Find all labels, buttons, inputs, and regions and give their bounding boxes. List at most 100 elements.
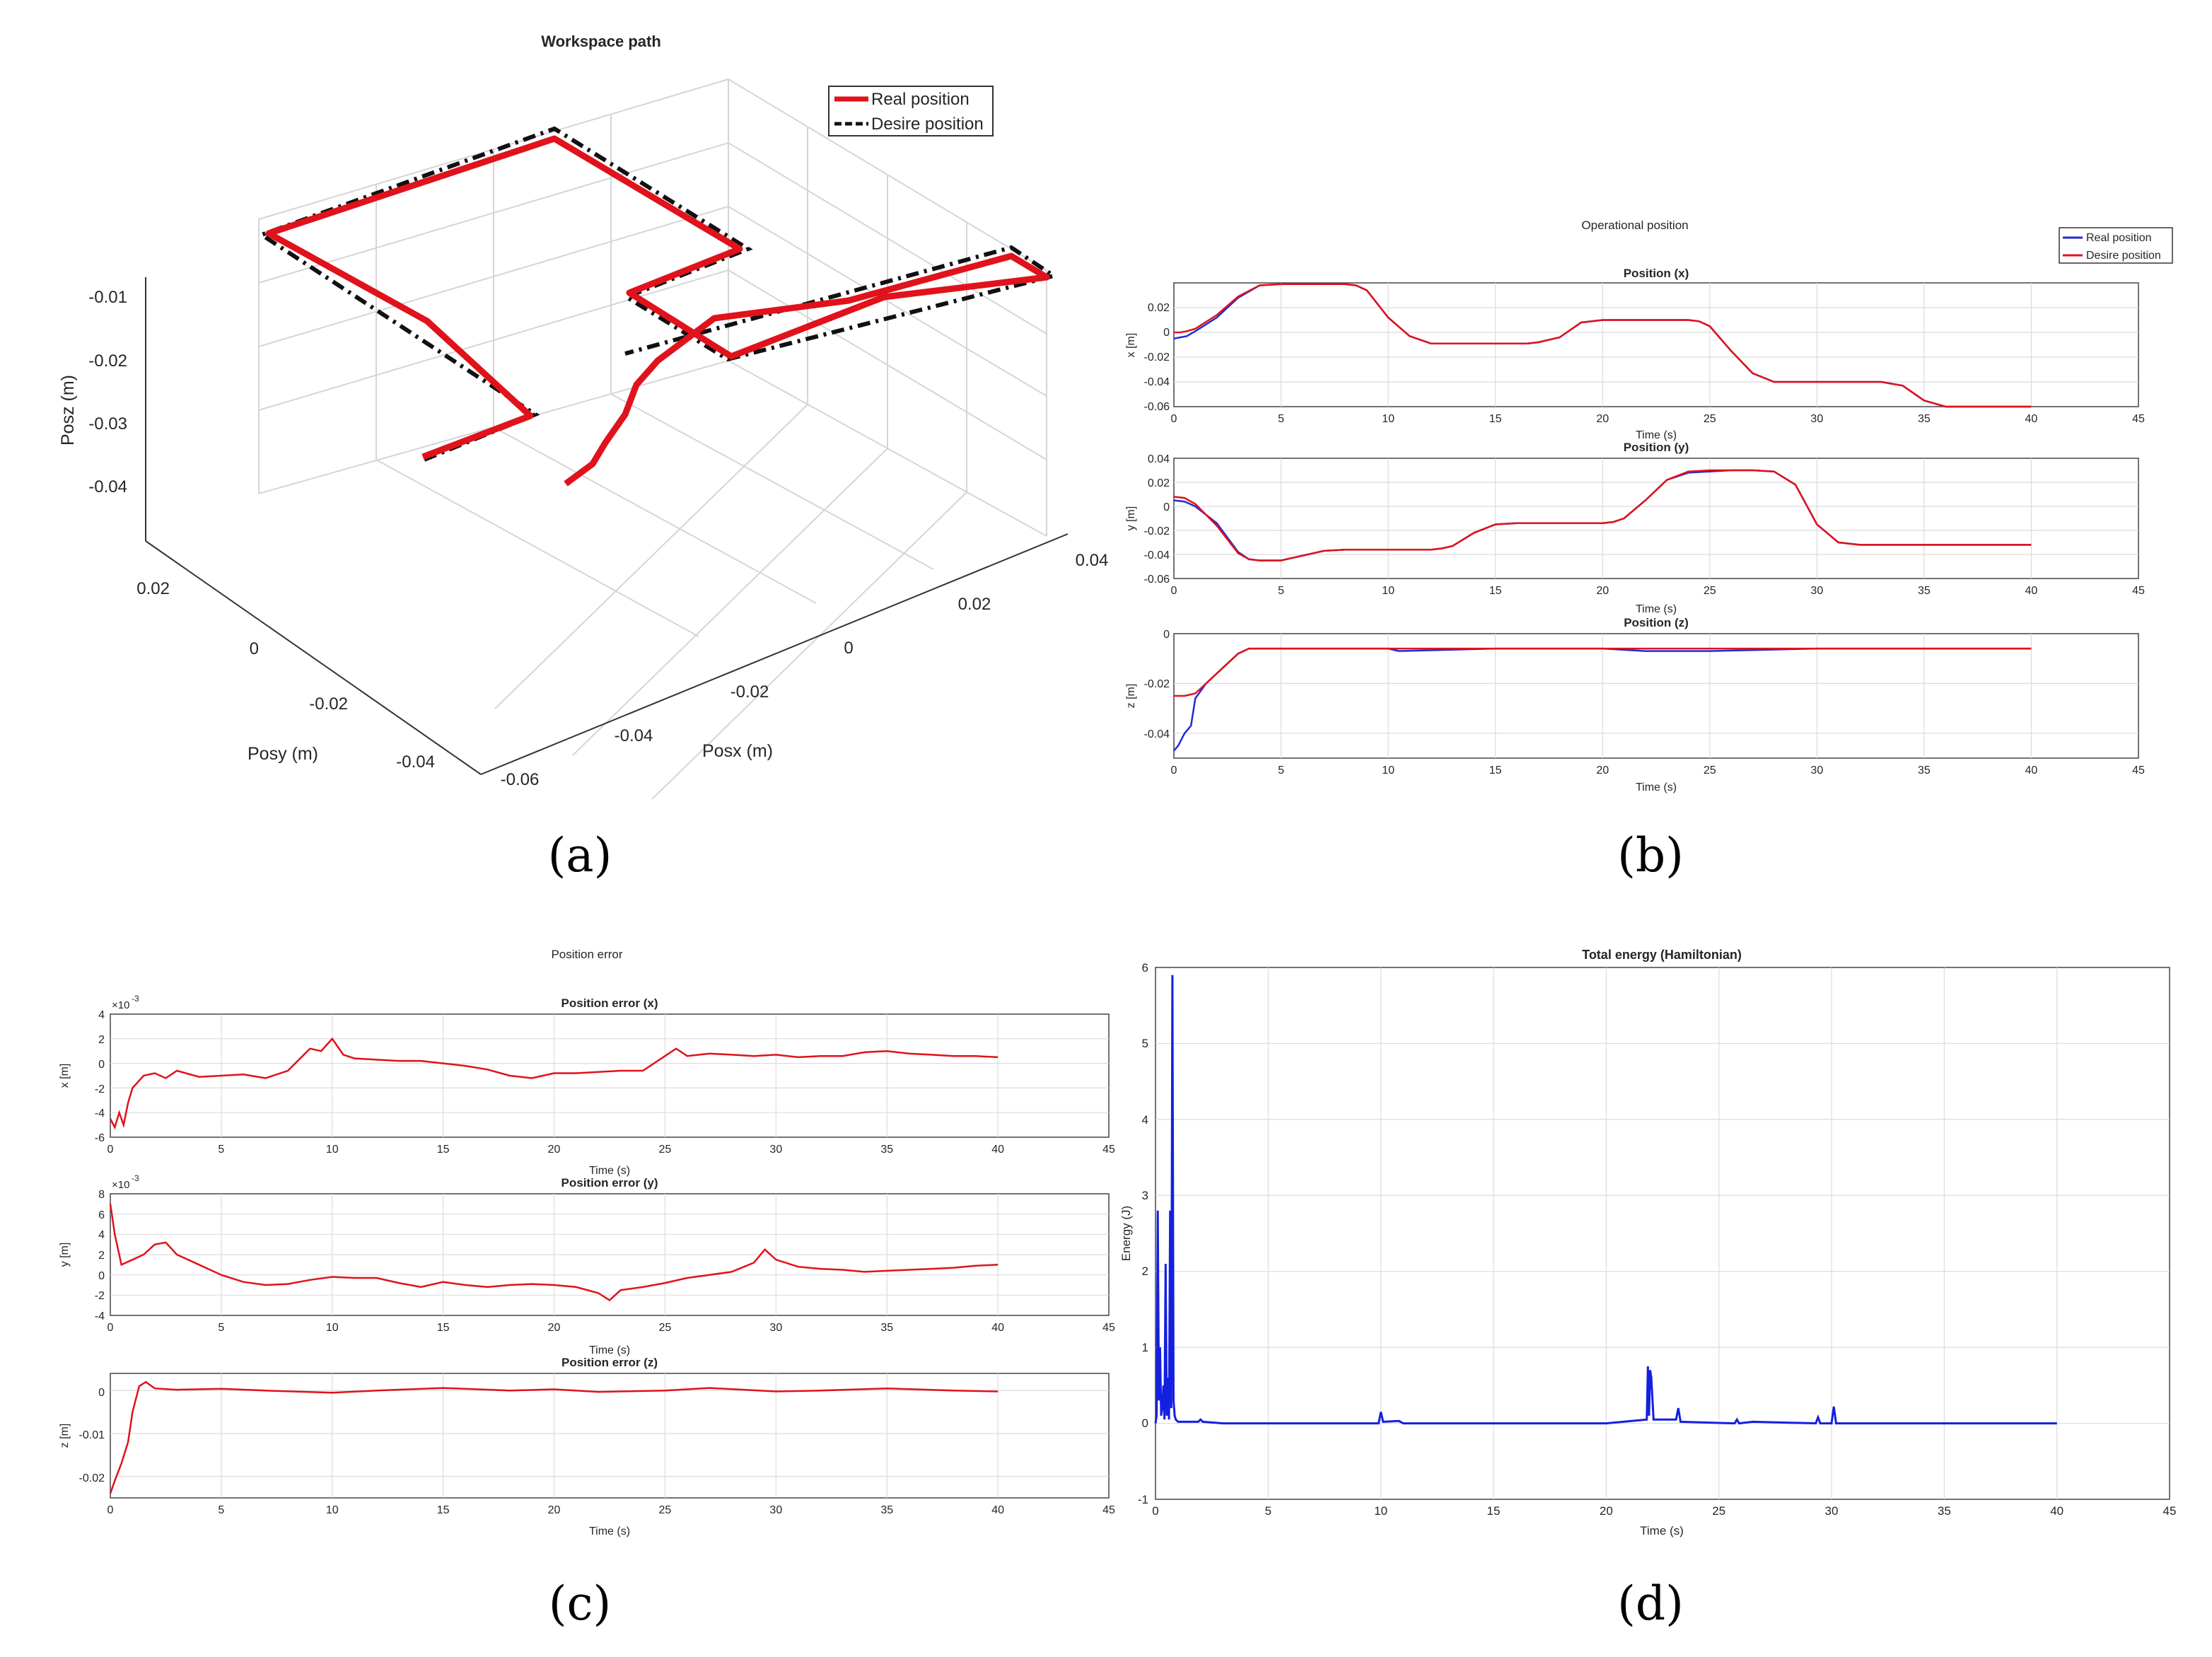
b-y-xtick: 45: [2132, 585, 2145, 597]
b-y-xtick: 40: [2025, 585, 2038, 597]
b-y-xticks: 0 5 10 15 20 25 30 35 40 45: [1171, 585, 2145, 597]
b-y-xtick: 0: [1171, 585, 1177, 597]
c-y-plot: Position error (y) ×10 -3 8 6 4 2 0 -2 -…: [59, 1173, 1115, 1356]
c-z-ylabel: z [m]: [59, 1424, 71, 1448]
d-xlabel: Time (s): [1640, 1524, 1684, 1537]
c-z-plot: Position error (z) 0 -0.01 -0.02 z [m] 0…: [59, 1356, 1115, 1537]
b-z-xtick: 10: [1382, 764, 1395, 777]
c-y-xtick: 10: [326, 1322, 339, 1334]
y-tick-0: 0.02: [136, 579, 170, 598]
panel-b-label: (b): [1617, 828, 1684, 883]
c-x-yticks: 4 2 0 -2 -4 -6: [95, 1009, 105, 1144]
x-tick-1: -0.04: [615, 726, 653, 745]
c-y-ytick: 2: [98, 1250, 105, 1262]
d-ytick: 6: [1142, 961, 1148, 975]
c-x-ytick: -2: [95, 1083, 105, 1095]
b-x-xtick: 15: [1489, 413, 1502, 425]
c-y-ylabel: y [m]: [59, 1243, 71, 1267]
y-axis-line: [145, 540, 482, 775]
b-z-xtick: 0: [1171, 764, 1177, 777]
c-x-xtick: 30: [769, 1144, 782, 1156]
c-x-grid: [110, 1014, 1109, 1137]
b-x-ytick: 0: [1163, 327, 1170, 339]
c-y-exponent-power: -3: [132, 1173, 139, 1183]
b-y-xtick: 10: [1382, 585, 1395, 597]
legend-real-label: Real position: [871, 90, 970, 109]
x-tick-3: 0: [844, 639, 853, 658]
c-y-xtick: 15: [437, 1322, 450, 1334]
c-y-ytick: -4: [95, 1310, 105, 1322]
c-y-xlabel: Time (s): [589, 1344, 630, 1356]
c-x-axes: [110, 1013, 1110, 1138]
b-x-xtick: 0: [1171, 413, 1177, 425]
box-floor-g3: [610, 393, 934, 570]
c-z-xtick: 10: [326, 1504, 339, 1516]
b-y-yticks: 0.04 0.02 0 -0.02 -0.04 -0.06: [1144, 453, 1170, 586]
d-ytick: 2: [1142, 1264, 1148, 1278]
b-x-title: Position (x): [1624, 267, 1689, 280]
b-y-desire-line: [1173, 469, 2032, 562]
box-floor-g2: [493, 426, 817, 604]
b-x-ytick: -0.04: [1144, 376, 1170, 388]
c-x-xtick: 5: [218, 1144, 224, 1156]
c-x-title: Position error (x): [561, 996, 658, 1010]
panel-d-label: (d): [1617, 1576, 1684, 1631]
c-y-xtick: 40: [991, 1322, 1004, 1334]
b-z-xticks: 0 5 10 15 20 25 30 35 40 45: [1171, 764, 2145, 777]
c-z-ytick: -0.01: [79, 1429, 105, 1441]
b-y-ylabel: y [m]: [1125, 506, 1137, 531]
b-x-xtick: 20: [1596, 413, 1609, 425]
box-floor-g6: [651, 492, 967, 800]
z-axis-label: Posz (m): [58, 375, 78, 446]
c-z-xtick: 20: [548, 1504, 561, 1516]
b-x-xlabel: Time (s): [1636, 429, 1677, 441]
c-x-ytick: 0: [98, 1059, 105, 1071]
c-z-xticks: 0 5 10 15 20 25 30 35 40 45: [107, 1504, 1115, 1516]
b-x-yticks: 0.02 0 -0.02 -0.04 -0.06: [1144, 302, 1170, 413]
c-y-ytick: -2: [95, 1290, 105, 1302]
x-tick-0: -0.06: [501, 770, 540, 789]
c-y-grid: [110, 1194, 1109, 1315]
panel-a-title: Workspace path: [541, 33, 661, 50]
d-ytick: -1: [1138, 1493, 1148, 1506]
b-y-xtick: 25: [1704, 585, 1716, 597]
c-z-yticks: 0 -0.01 -0.02: [79, 1387, 105, 1484]
c-y-xtick: 5: [218, 1322, 224, 1334]
b-legend-real-label: Real position: [2086, 232, 2152, 244]
b-y-ytick: 0.04: [1148, 453, 1170, 465]
c-x-xtick: 10: [326, 1144, 339, 1156]
z-tick-2: -0.03: [88, 414, 127, 434]
c-x-plot: Position error (x) ×10 -3 4 2 0 -2 -4 -6…: [59, 994, 1115, 1177]
panel-d: Total energy (Hamiltonian) 6 5 4 3 2 1 0…: [1119, 948, 2176, 1631]
b-z-grid: [1174, 634, 2138, 758]
b-y-ytick: -0.04: [1144, 550, 1170, 562]
y-axis-label: Posy (m): [248, 744, 318, 764]
c-x-exponent-base: ×10: [112, 999, 129, 1011]
c-x-ytick: -4: [95, 1107, 105, 1120]
c-y-ytick: 4: [98, 1229, 105, 1241]
b-z-xtick: 40: [2025, 764, 2038, 777]
y-tick-2: -0.02: [309, 694, 348, 714]
c-z-xtick: 35: [880, 1504, 893, 1516]
b-z-desire-line: [1174, 647, 2032, 697]
c-x-xtick: 35: [880, 1144, 893, 1156]
b-z-ylabel: z [m]: [1125, 684, 1137, 709]
b-y-ytick: -0.02: [1144, 525, 1170, 537]
c-y-xtick: 25: [659, 1322, 672, 1334]
b-y-ytick: 0.02: [1148, 477, 1170, 489]
c-z-xlabel: Time (s): [589, 1525, 630, 1537]
d-xtick: 35: [1938, 1504, 1951, 1518]
b-x-plot: Position (x) 0.02 0 -0.02 -0.04 -0.06 x …: [1125, 267, 2145, 441]
c-x-xtick: 25: [659, 1144, 672, 1156]
c-x-xticks: 0 5 10 15 20 25 30 35 40 45: [107, 1144, 1115, 1156]
b-y-xtick: 5: [1278, 585, 1284, 597]
panel-a-box: [258, 78, 1047, 800]
d-xtick: 25: [1712, 1504, 1725, 1518]
x-tick-2: -0.02: [730, 682, 769, 702]
c-x-ytick: -6: [95, 1132, 105, 1144]
b-z-ytick: -0.04: [1144, 728, 1170, 740]
c-y-xtick: 30: [769, 1322, 782, 1334]
c-y-xtick: 35: [880, 1322, 893, 1334]
c-x-exponent-power: -3: [132, 994, 139, 1004]
b-x-xtick: 5: [1278, 413, 1284, 425]
